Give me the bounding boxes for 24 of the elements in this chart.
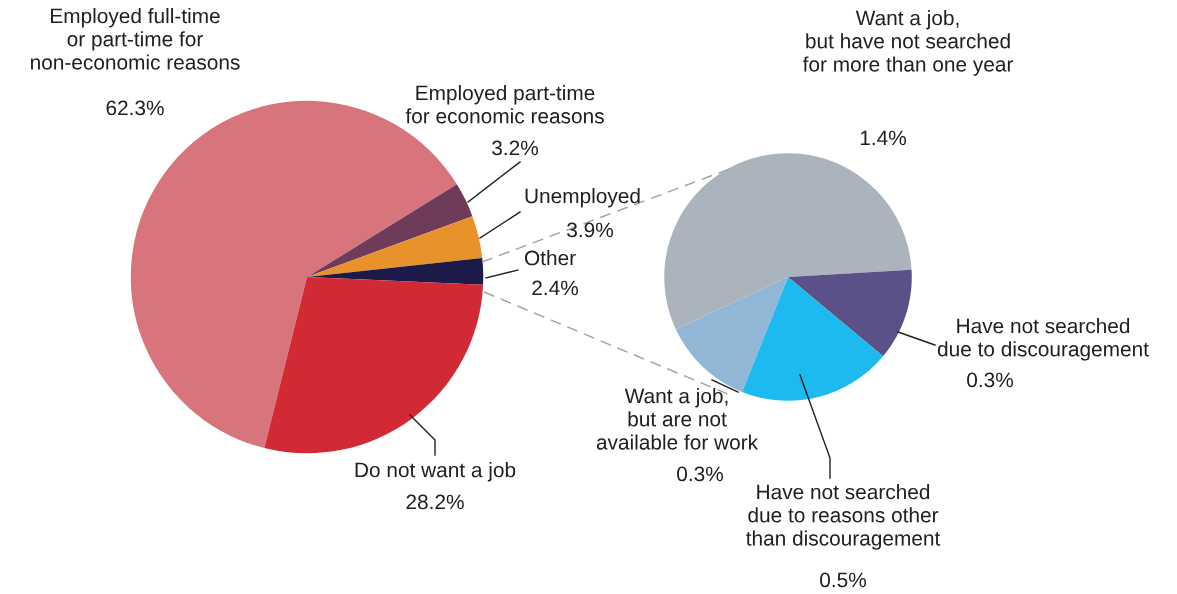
slice-label: Do not want a job (355, 462, 516, 482)
pie-slice (307, 184, 473, 277)
data-label: 0.3% (677, 466, 723, 482)
data-label: 3.2% (492, 140, 538, 156)
slice-label: Unemployed (525, 188, 640, 208)
slice-label: Want a job, but are not available for work (596, 388, 759, 450)
data-label: 28.2% (406, 494, 464, 510)
data-label: 3.9% (567, 222, 613, 238)
pie-slice (307, 216, 483, 277)
pie-slice (264, 277, 484, 454)
data-label: 0.5% (820, 572, 866, 588)
slice-label: Employed part-time for economic reasons (405, 85, 604, 124)
data-label: 62.3% (106, 100, 164, 116)
slice-label: Want a job, but have not searched for more than one year (802, 10, 1014, 76)
data-label: 0.3% (967, 372, 1013, 388)
pie-slice (664, 153, 912, 330)
slice-label: Employed full-time or part-time for non-economic reasons (31, 8, 240, 70)
data-label: 2.4% (532, 280, 578, 296)
slice-label: Other (524, 250, 576, 266)
slice-label: Have not searched due to discouragement (937, 318, 1149, 361)
data-label: 1.4% (860, 130, 906, 146)
pie-slice (742, 277, 884, 401)
slice-label: Have not searched due to reasons other than discouragement (746, 484, 941, 550)
pie-slice (788, 269, 912, 357)
